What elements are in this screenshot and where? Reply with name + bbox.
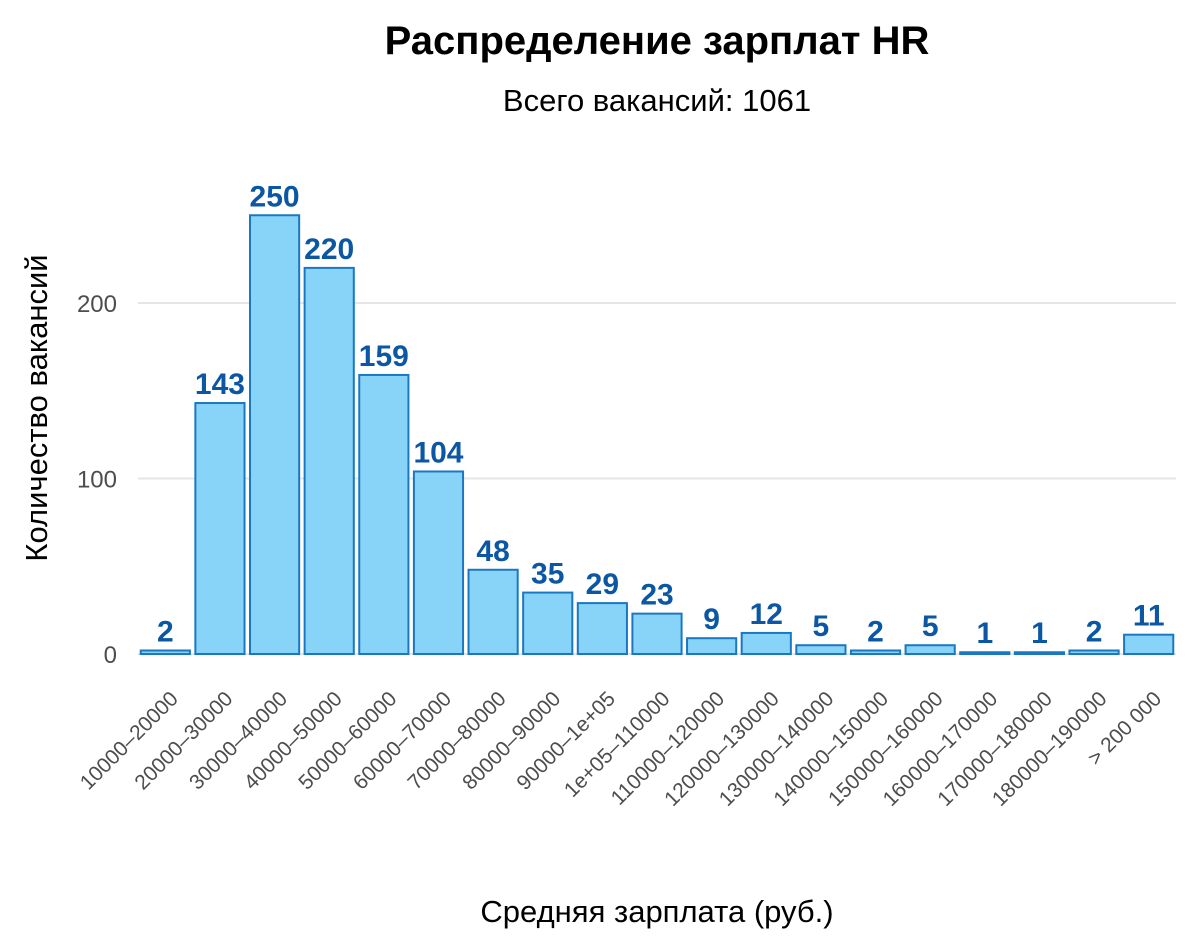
bar-value-label: 29	[586, 568, 619, 601]
bar-value-label: 35	[531, 558, 564, 591]
x-axis-ticks: 10000–2000020000–3000030000–4000040000–5…	[76, 687, 1166, 811]
bar	[139, 649, 191, 655]
bar	[849, 649, 902, 655]
bar	[740, 631, 792, 656]
bar-value-label: 143	[195, 368, 245, 401]
y-axis-title: Количество вакансий	[19, 254, 54, 561]
bar	[904, 644, 956, 655]
bar	[412, 470, 465, 656]
bar	[303, 266, 355, 655]
bar-value-label: 1	[976, 617, 993, 650]
x-axis-title: Средняя зарплата (руб.)	[480, 894, 833, 929]
bar-value-label: 2	[867, 615, 884, 648]
bar-value-label: 5	[813, 610, 830, 643]
bar	[631, 612, 683, 656]
chart-subtitle: Всего вакансий: 1061	[503, 83, 811, 118]
bar	[576, 602, 628, 655]
y-axis-ticks: 0 100 200	[77, 291, 117, 669]
y-tick-label: 0	[104, 642, 117, 669]
chart-title: Распределение зарплат HR	[385, 19, 930, 63]
bar	[795, 644, 847, 655]
bar-value-label: 220	[304, 233, 354, 266]
y-tick-label: 200	[77, 291, 117, 318]
bar-value-label: 2	[157, 615, 174, 648]
bar	[522, 591, 574, 656]
bar-value-label: 1	[1031, 617, 1048, 650]
bar-value-label: 104	[413, 436, 463, 469]
bar-value-label: 12	[750, 598, 783, 631]
bar	[1013, 651, 1066, 655]
bar-value-label: 48	[476, 535, 509, 568]
bars	[139, 214, 1175, 656]
bar	[686, 637, 738, 656]
y-tick-label: 100	[77, 467, 117, 494]
bar-value-label: 9	[703, 603, 720, 636]
bar	[959, 651, 1011, 655]
bar-value-label: 159	[359, 340, 409, 373]
bar	[248, 214, 301, 655]
bar	[358, 373, 410, 655]
bar-value-label: 11	[1133, 600, 1165, 633]
bar-value-label: 2	[1086, 615, 1103, 648]
bar	[194, 402, 246, 655]
bar	[1123, 633, 1175, 656]
bar-value-label: 23	[640, 579, 673, 612]
bar-value-label: 250	[250, 180, 300, 213]
bar	[1068, 649, 1120, 655]
bar-value-label: 5	[922, 610, 939, 643]
bar	[467, 568, 519, 656]
